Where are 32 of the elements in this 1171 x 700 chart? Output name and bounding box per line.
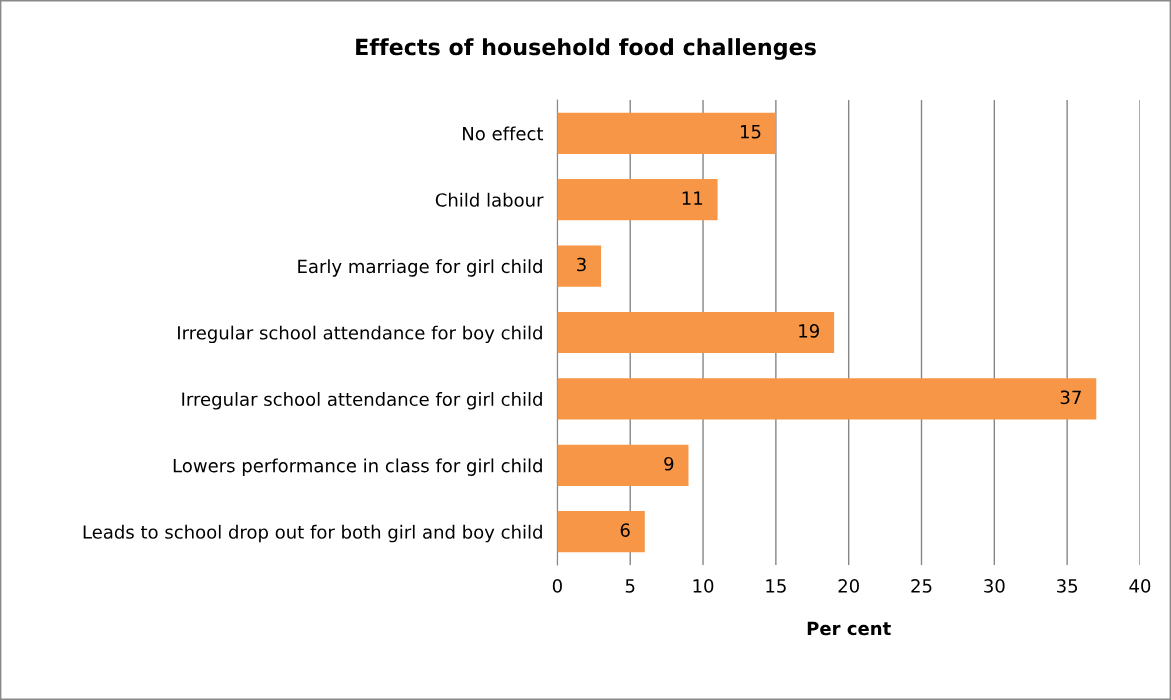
x-tick-label: 0 [552, 579, 562, 593]
data-label: 19 [799, 324, 819, 338]
y-tick-label: Irregular school attendance for girl child [182, 392, 542, 410]
chart-title: Effects of household food challenges [356, 38, 816, 60]
bar [557, 245, 602, 287]
x-tick-label: 20 [838, 579, 859, 593]
bar [557, 179, 718, 221]
x-tick-label: 10 [693, 579, 714, 593]
x-tick-label: 35 [1057, 579, 1078, 593]
y-tick-label: Early marriage for girl child [298, 259, 542, 277]
bar [557, 511, 645, 553]
x-tick-label: 25 [911, 579, 932, 593]
y-tick-label: No effect [463, 126, 544, 141]
y-tick-label: Lowers performance in class for girl child [173, 458, 542, 476]
data-label: 37 [1060, 390, 1081, 405]
y-tick-label: Leads to school drop out for both girl and boy child [83, 524, 542, 543]
data-label: 15 [740, 125, 761, 139]
bar [557, 112, 776, 154]
bar [557, 378, 1097, 420]
x-tick-label: 5 [625, 579, 635, 593]
data-label: 3 [577, 257, 586, 272]
data-label: 6 [620, 523, 630, 537]
x-tick-label: 40 [1129, 579, 1151, 593]
bar [557, 444, 689, 486]
x-axis-title: Per cent [807, 621, 891, 636]
x-tick-label: 15 [766, 579, 786, 593]
data-label: 9 [664, 456, 674, 471]
y-tick-label: Irregular school attendance for boy child [178, 325, 542, 344]
x-tick-label: 30 [984, 579, 1005, 593]
data-label: 11 [682, 191, 703, 205]
bar [557, 311, 835, 354]
y-tick-label: Child labour [435, 192, 544, 207]
